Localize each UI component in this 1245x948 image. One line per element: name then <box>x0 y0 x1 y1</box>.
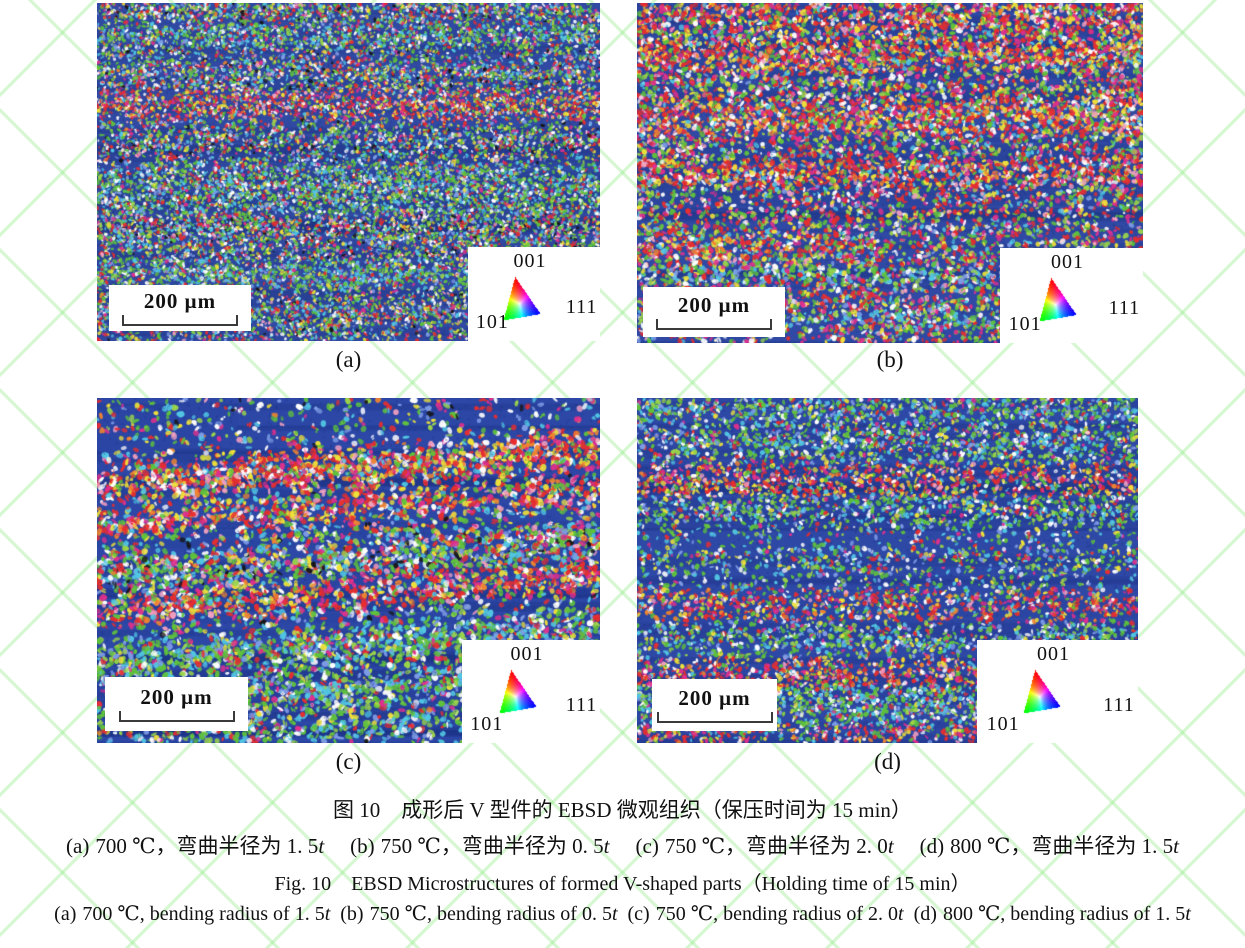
ipf-legend: 001 101 111 <box>468 247 600 341</box>
scale-bar-label: 200 μm <box>678 685 751 710</box>
scale-bar-line <box>656 318 772 330</box>
ipf-001-label: 001 <box>510 643 544 665</box>
micrograph-panel-a: 200 μm 001 101 111 <box>97 3 600 341</box>
ipf-101-label: 101 <box>470 712 504 735</box>
ipf-color-triangle-icon <box>500 276 541 322</box>
ipf-111-label: 111 <box>565 295 598 318</box>
ipf-101-label: 101 <box>1008 313 1042 336</box>
scale-bar-line <box>122 314 238 326</box>
ipf-101-label: 101 <box>986 712 1020 735</box>
ipf-111-label: 111 <box>1103 693 1135 716</box>
panel-label-b: (b) <box>876 347 904 372</box>
ipf-101-label: 101 <box>475 311 509 334</box>
caption-en-conditions: (a) 700 ℃, bending radius of 1. 5t (b) 750 … <box>54 903 1191 925</box>
ipf-001-label: 001 <box>1037 643 1071 665</box>
micrograph-panel-b: 200 μm 001 101 111 <box>637 3 1143 343</box>
micrograph-panel-d: 200 μm 001 101 111 <box>637 398 1138 743</box>
caption-zh-title: 图 10 成形后 V 型件的 EBSD 微观组织（保压时间为 15 min） <box>333 798 912 822</box>
panel-label-a: (a) <box>335 347 362 372</box>
scale-bar-label: 200 μm <box>677 292 751 317</box>
scale-bar: 200 μm <box>643 287 785 337</box>
ipf-001-label: 001 <box>1051 251 1085 273</box>
ipf-legend: 001 101 111 <box>1000 248 1143 343</box>
scale-bar-label: 200 μm <box>140 684 213 709</box>
micrograph-panel-c: 200 μm 001 101 111 <box>97 398 600 743</box>
ipf-111-label: 111 <box>1108 297 1141 320</box>
ipf-color-triangle-icon <box>1021 669 1062 715</box>
ipf-legend: 001 101 111 <box>977 640 1138 743</box>
scale-bar: 200 μm <box>652 679 777 731</box>
scale-bar: 200 μm <box>105 677 248 731</box>
ipf-legend: 001 101 111 <box>462 640 600 743</box>
panel-label-d: (d) <box>874 749 901 774</box>
panel-label-c: (c) <box>335 749 362 774</box>
scale-bar: 200 μm <box>109 285 251 331</box>
ipf-color-triangle-icon <box>497 669 538 715</box>
scale-bar-label: 200 μm <box>143 288 217 313</box>
caption-en-title: Fig. 10 EBSD Microstructures of formed V… <box>274 873 971 895</box>
ipf-111-label: 111 <box>565 693 598 716</box>
ipf-color-triangle-icon <box>1037 277 1078 323</box>
ipf-001-label: 001 <box>513 250 547 272</box>
scale-bar-line <box>118 710 235 722</box>
scale-bar-line <box>656 711 773 723</box>
caption-zh-conditions: (a) 700 ℃，弯曲半径为 1. 5t (b) 750 ℃，弯曲半径为 0. 5t… <box>66 834 1179 858</box>
